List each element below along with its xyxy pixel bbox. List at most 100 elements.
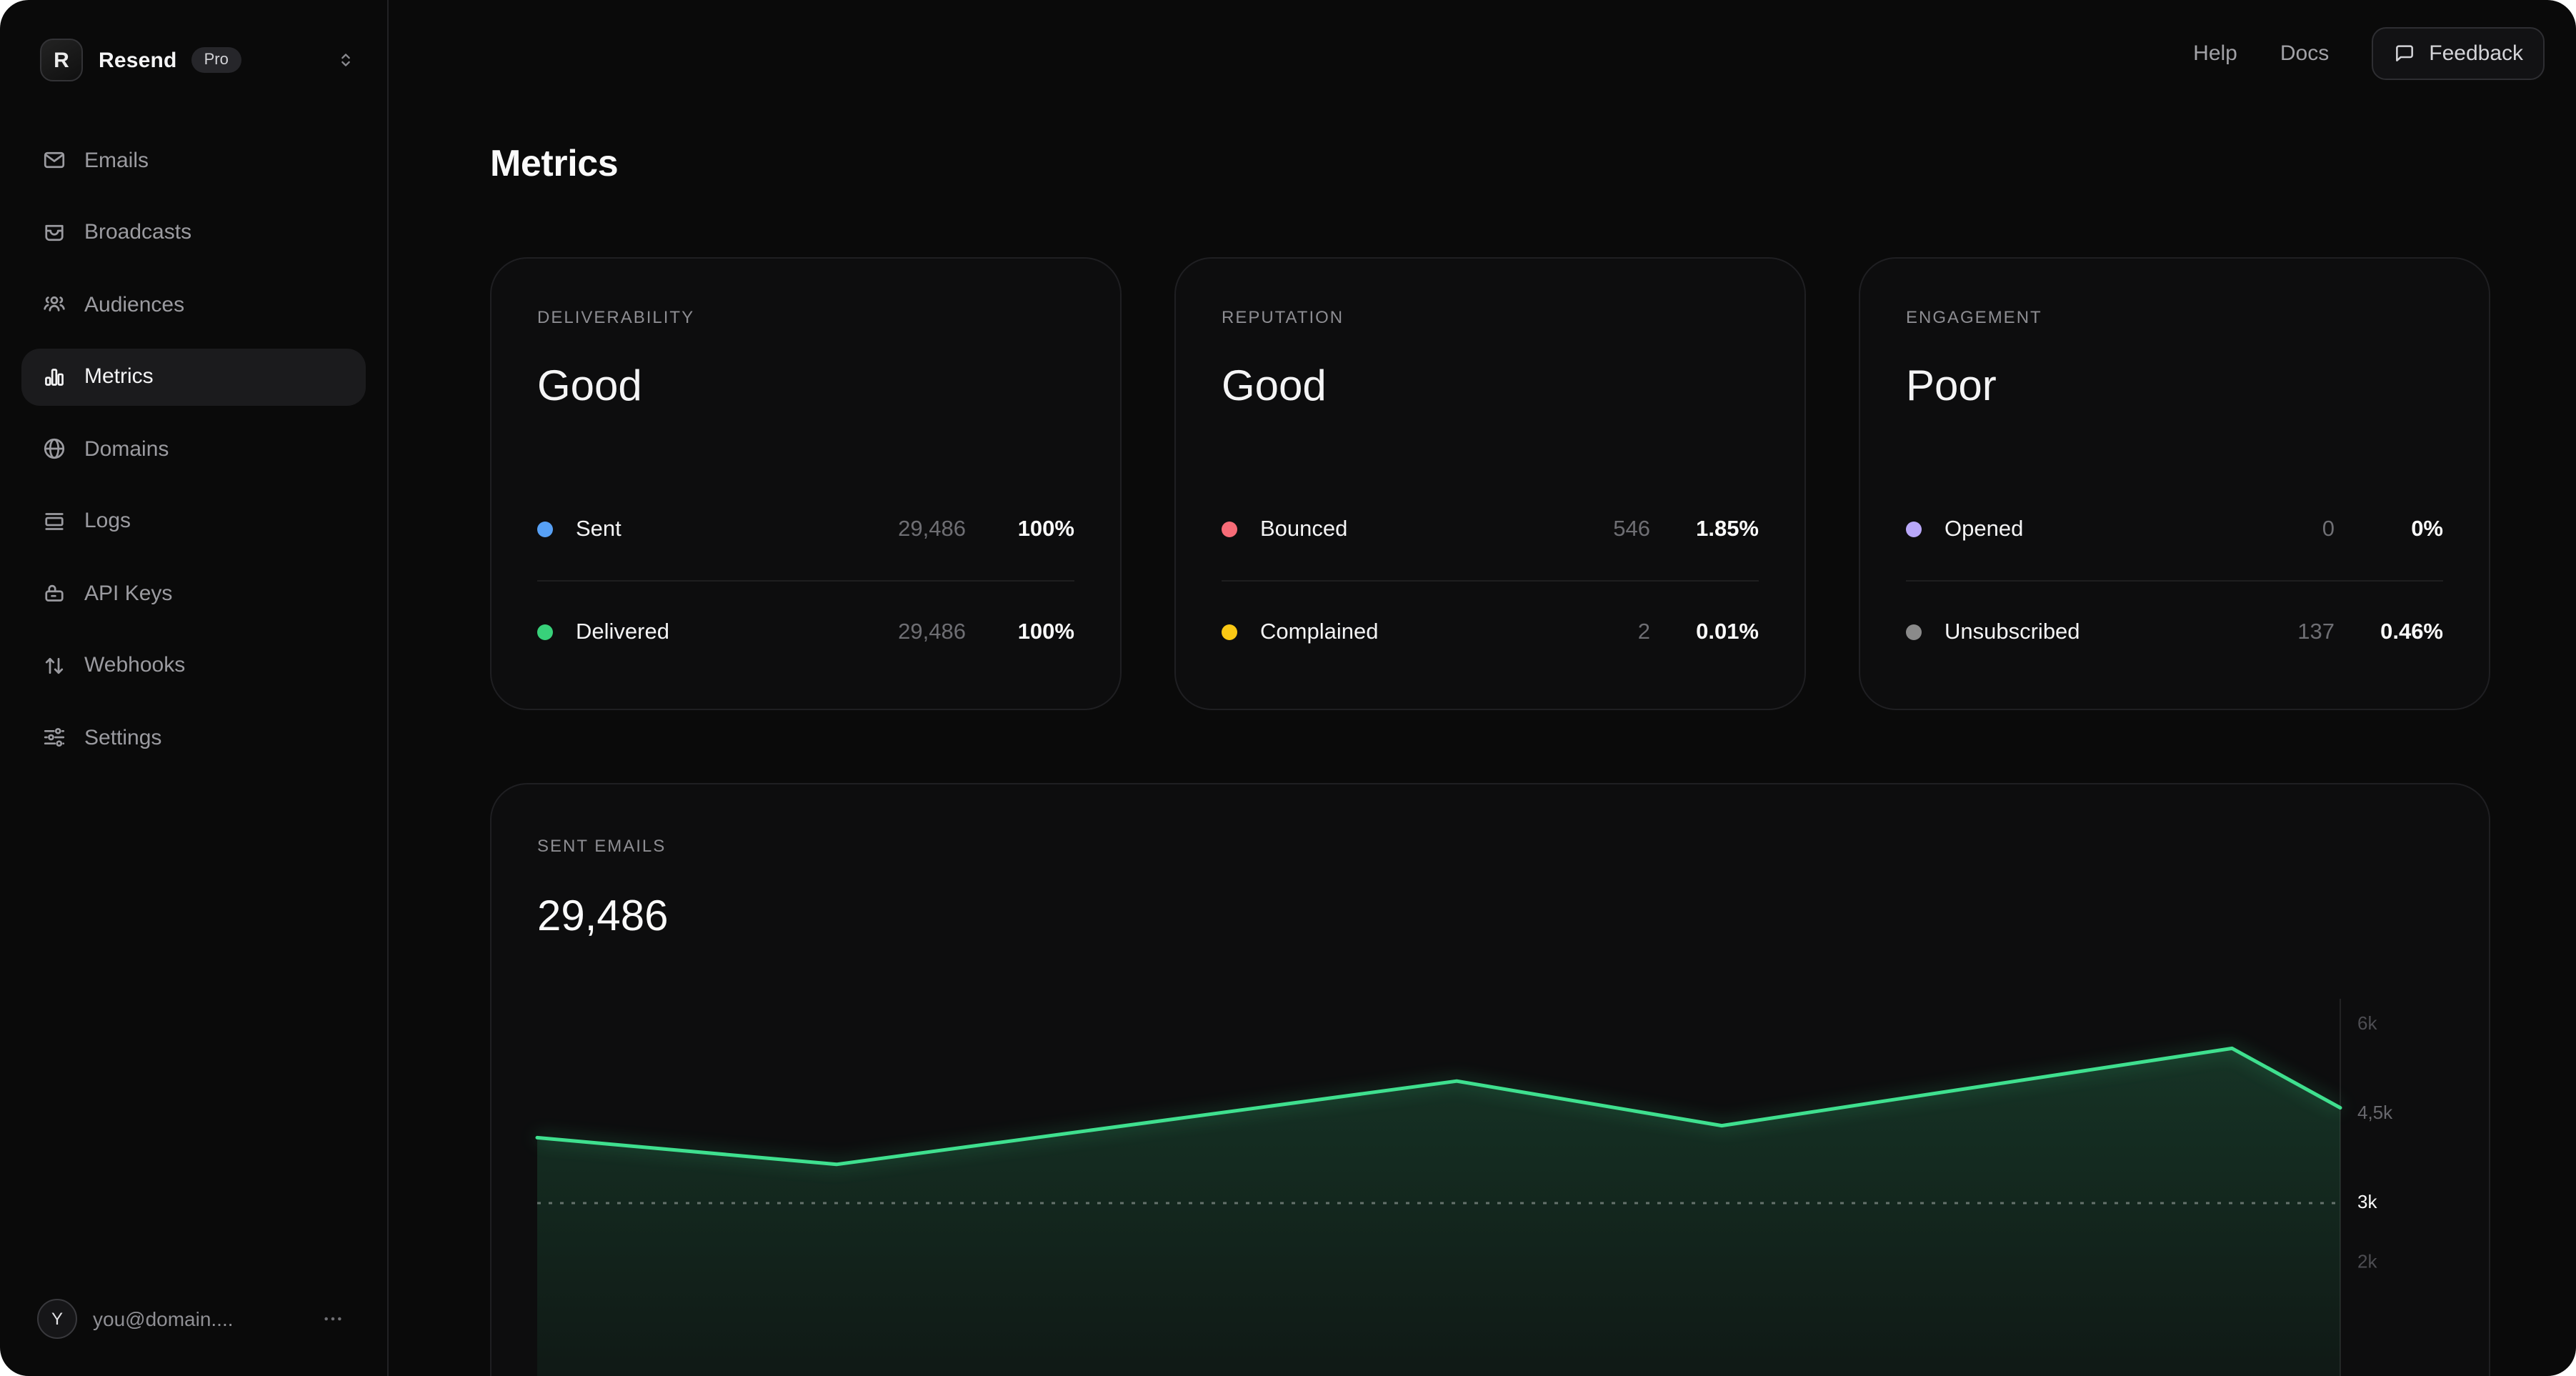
y-tick-label: 2k (2357, 1250, 2377, 1272)
feedback-button[interactable]: Feedback (2372, 26, 2545, 79)
help-link[interactable]: Help (2193, 41, 2237, 65)
card-status: Poor (1906, 363, 1997, 410)
sidebar-item-label: Audiences (84, 292, 185, 316)
sidebar-item-emails[interactable]: Emails (21, 131, 366, 189)
bar-chart-icon (41, 364, 67, 389)
chevrons-up-down-icon (341, 54, 350, 66)
brand-name: Resend (99, 48, 177, 72)
sidebar: R Resend Pro Emails Broadcasts Audiences Me… (0, 0, 389, 1376)
sidebar-item-logs[interactable]: Logs (21, 492, 366, 549)
metric-dot-icon (1906, 522, 1922, 537)
rows-icon (41, 508, 67, 534)
y-tick-label: 3k (2357, 1191, 2377, 1212)
sidebar-item-audiences[interactable]: Audiences (21, 276, 366, 333)
plan-badge: Pro (191, 47, 241, 73)
metric-row: Complained 2 0.01% (1222, 580, 1759, 683)
sidebar-item-label: Broadcasts (84, 220, 192, 244)
status-card-reputation: REPUTATION Good Bounced 546 1.85% Complained 2… (1174, 257, 1806, 710)
metric-count: 29,486 (898, 517, 966, 541)
sidebar-item-label: Domains (84, 437, 169, 461)
users-icon (41, 291, 67, 317)
status-card-deliverability: DELIVERABILITY Good Sent 29,486 100% Delivere… (490, 257, 1122, 710)
card-label: ENGAGEMENT (1906, 307, 2042, 327)
feedback-label: Feedback (2429, 41, 2523, 65)
metric-count: 546 (1613, 517, 1650, 541)
account-more-button[interactable] (319, 1305, 347, 1333)
metric-dot-icon (537, 522, 553, 537)
sidebar-item-label: Webhooks (84, 653, 186, 677)
content: Metrics DELIVERABILITY Good Sent 29,486 100%… (389, 0, 2576, 1376)
main-area: Help Docs Feedback Metrics DELIVERABILIT… (389, 0, 2576, 1376)
sliders-icon (41, 724, 67, 750)
status-card-engagement: ENGAGEMENT Poor Opened 0 0% Unsubscribed 137 0.… (1859, 257, 2490, 710)
metric-percent: 1.85% (1696, 517, 1759, 541)
resend-logo: R (40, 39, 83, 81)
card-status: Good (537, 363, 642, 410)
lock-icon (41, 580, 67, 606)
metric-row: Sent 29,486 100% (537, 479, 1074, 580)
metric-label: Opened (1945, 517, 2024, 541)
metric-dot-icon (1222, 624, 1237, 640)
y-tick-label: 4,5k (2357, 1102, 2393, 1123)
metric-row: Bounced 546 1.85% (1222, 479, 1759, 580)
globe-icon (41, 436, 67, 462)
sidebar-item-webhooks[interactable]: Webhooks (21, 637, 366, 694)
account-menu[interactable]: Y you@domain.... (0, 1290, 387, 1347)
card-rows: Sent 29,486 100% Delivered 29,486 100% (537, 479, 1074, 709)
workspace-switcher[interactable]: R Resend Pro (0, 34, 387, 86)
chart-card-label: SENT EMAILS (537, 836, 667, 856)
sent-emails-total: 29,486 (537, 893, 669, 940)
metric-dot-icon (1222, 522, 1237, 537)
sidebar-item-label: Emails (84, 148, 149, 172)
sidebar-item-label: Settings (84, 725, 162, 749)
metric-row: Opened 0 0% (1906, 479, 2443, 580)
metric-row: Delivered 29,486 100% (537, 580, 1074, 683)
sidebar-item-broadcasts[interactable]: Broadcasts (21, 204, 366, 261)
metric-percent: 0.01% (1696, 619, 1759, 644)
sidebar-item-domains[interactable]: Domains (21, 420, 366, 477)
workspace-switch-button[interactable] (330, 44, 361, 76)
sidebar-item-settings[interactable]: Settings (21, 709, 366, 766)
metric-percent: 100% (1017, 619, 1074, 644)
arrows-up-down-icon (41, 652, 67, 678)
sidebar-item-label: Metrics (84, 364, 154, 389)
metric-count: 2 (1637, 619, 1650, 644)
metric-percent: 0% (2411, 517, 2443, 541)
metric-count: 29,486 (898, 619, 966, 644)
metric-row: Unsubscribed 137 0.46% (1906, 580, 2443, 683)
status-cards-row: DELIVERABILITY Good Sent 29,486 100% Delivere… (490, 257, 2490, 710)
metric-dot-icon (1906, 624, 1922, 640)
docs-link[interactable]: Docs (2280, 41, 2330, 65)
metric-count: 0 (2322, 517, 2335, 541)
sidebar-item-label: API Keys (84, 581, 173, 605)
avatar-initial: Y (51, 1309, 63, 1329)
page-title: Metrics (490, 141, 619, 184)
avatar: Y (37, 1299, 77, 1339)
chart-line (535, 1046, 2342, 1167)
metric-label: Bounced (1260, 517, 1348, 541)
topbar: Help Docs Feedback (2193, 0, 2576, 106)
card-status: Good (1222, 363, 1327, 410)
ellipsis-icon (324, 1317, 341, 1321)
metric-dot-icon (537, 624, 553, 640)
card-label: DELIVERABILITY (537, 307, 695, 327)
metric-count: 137 (2297, 619, 2335, 644)
card-rows: Opened 0 0% Unsubscribed 137 0.46% (1906, 479, 2443, 709)
metric-percent: 0.46% (2380, 619, 2443, 644)
user-email: you@domain.... (93, 1307, 234, 1330)
metric-label: Delivered (576, 619, 669, 644)
sent-emails-card: SENT EMAILS 29,486 6k 4,5k 3k 2k (490, 783, 2490, 1376)
resend-logo-letter: R (54, 48, 69, 72)
sidebar-item-api-keys[interactable]: API Keys (21, 564, 366, 622)
sidebar-item-metrics[interactable]: Metrics (21, 348, 366, 405)
area-chart-svg: 6k 4,5k 3k 2k (535, 999, 2393, 1376)
chart-area-fill (537, 1048, 2340, 1376)
metric-label: Complained (1260, 619, 1379, 644)
card-label: REPUTATION (1222, 307, 1344, 327)
y-tick-label: 6k (2357, 1012, 2377, 1034)
metric-percent: 100% (1017, 517, 1074, 541)
sidebar-item-label: Logs (84, 509, 131, 533)
inbox-icon (41, 219, 67, 245)
metric-label: Sent (576, 517, 621, 541)
